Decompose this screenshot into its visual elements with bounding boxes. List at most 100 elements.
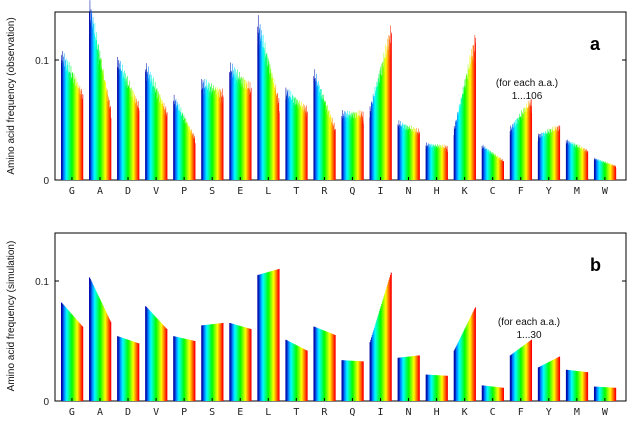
bar-I-1 bbox=[369, 342, 371, 401]
bar-R-106 bbox=[335, 128, 336, 180]
bar-M-28 bbox=[585, 372, 587, 401]
bar-Q-6 bbox=[345, 360, 347, 401]
bar-D-7 bbox=[121, 337, 123, 401]
bar-R-29 bbox=[333, 334, 335, 401]
bar-T-22 bbox=[300, 347, 302, 401]
bar-K-25 bbox=[471, 314, 473, 401]
x-tick-label-G: G bbox=[69, 186, 75, 197]
bar-H-2 bbox=[426, 374, 428, 401]
bar-C-11 bbox=[489, 386, 491, 401]
bar-N-19 bbox=[410, 356, 412, 401]
x-tick-label-T: T bbox=[293, 186, 299, 197]
bar-F-14 bbox=[519, 348, 521, 401]
bar-H-13 bbox=[434, 375, 436, 401]
bar-H-18 bbox=[438, 375, 440, 401]
bar-F-12 bbox=[517, 349, 519, 401]
bar-M-17 bbox=[577, 371, 579, 401]
bar-L-14 bbox=[266, 272, 268, 401]
bar-Y-17 bbox=[549, 361, 551, 401]
bar-R-9 bbox=[319, 328, 321, 401]
bar-L-19 bbox=[270, 271, 272, 401]
bar-Q-20 bbox=[355, 360, 357, 401]
bar-G-3 bbox=[62, 304, 64, 401]
bar-G-22 bbox=[76, 319, 78, 401]
bar-W-11 bbox=[601, 387, 603, 401]
bar-M-5 bbox=[568, 370, 570, 401]
bar-N-6 bbox=[401, 357, 403, 401]
bar-M-21 bbox=[580, 371, 582, 401]
bar-E-106 bbox=[250, 87, 252, 180]
x-tick-label-L: L bbox=[265, 407, 271, 418]
bar-S-1 bbox=[201, 325, 203, 401]
bar-G-17 bbox=[72, 315, 74, 401]
x-tick-label-N: N bbox=[406, 186, 412, 197]
bar-P-7 bbox=[177, 337, 179, 401]
bar-G-6 bbox=[64, 306, 66, 401]
x-tick-label-A: A bbox=[97, 407, 103, 418]
bar-N-25 bbox=[415, 355, 417, 401]
bar-N-10 bbox=[404, 357, 406, 401]
bar-D-22 bbox=[132, 341, 134, 401]
bar-Q-3 bbox=[342, 360, 345, 401]
bar-Y-15 bbox=[548, 362, 550, 401]
bar-Y-3 bbox=[539, 366, 541, 401]
panel-a-frame bbox=[54, 11, 627, 181]
bar-A-3 bbox=[90, 280, 92, 401]
bar-M-26 bbox=[584, 371, 586, 401]
bar-E-12 bbox=[237, 325, 239, 401]
bar-W-5 bbox=[596, 386, 598, 401]
bar-N-21 bbox=[412, 356, 414, 401]
bar-T-10 bbox=[291, 343, 294, 401]
bar-Q-15 bbox=[351, 360, 353, 401]
bar-E-4 bbox=[231, 323, 233, 401]
bar-H-20 bbox=[439, 375, 441, 401]
bar-P-10 bbox=[179, 337, 181, 401]
bar-E-16 bbox=[240, 326, 242, 401]
bar-P-8 bbox=[178, 337, 180, 401]
bar-L-27 bbox=[276, 269, 278, 401]
panel-a-annotation-line2: 1...106 bbox=[512, 91, 543, 102]
bar-Q-7 bbox=[345, 360, 347, 401]
bar-E-21 bbox=[243, 327, 245, 401]
bar-C-22 bbox=[497, 387, 499, 401]
bar-K-28 bbox=[473, 310, 475, 401]
bar-A-29 bbox=[109, 320, 111, 401]
bar-D-30 bbox=[138, 343, 140, 401]
bar-V-6 bbox=[148, 310, 150, 401]
bar-E-29 bbox=[249, 328, 251, 401]
bar-W-30 bbox=[615, 387, 617, 401]
bar-I-14 bbox=[379, 311, 381, 401]
bar-D-28 bbox=[136, 342, 138, 401]
bar-R-7 bbox=[317, 328, 319, 401]
bar-C-16 bbox=[492, 386, 494, 401]
bar-D-10 bbox=[123, 338, 125, 401]
bar-V-3 bbox=[146, 307, 148, 401]
bar-A-20 bbox=[102, 306, 104, 401]
bar-M-12 bbox=[573, 370, 575, 401]
bar-C-5 bbox=[484, 385, 486, 401]
bar-M-4 bbox=[568, 370, 570, 401]
bar-W-25 bbox=[611, 387, 613, 401]
bar-V-18 bbox=[157, 319, 159, 401]
bar-A-12 bbox=[97, 294, 99, 401]
bar-Q-12 bbox=[349, 360, 351, 401]
x-tick-label-H: H bbox=[434, 407, 440, 418]
bar-A-4 bbox=[91, 281, 93, 401]
bar-F-2 bbox=[510, 354, 512, 401]
bar-R-6 bbox=[317, 328, 319, 401]
bar-W-19 bbox=[607, 387, 609, 401]
bar-P-29 bbox=[193, 340, 195, 401]
bar-F-21 bbox=[524, 344, 526, 401]
bar-V-12 bbox=[153, 314, 155, 401]
bar-F-20 bbox=[523, 345, 525, 401]
bar-R-13 bbox=[322, 330, 324, 401]
bar-Q-28 bbox=[361, 361, 363, 401]
bar-Q-27 bbox=[360, 361, 362, 401]
bar-K-21 bbox=[468, 320, 470, 401]
bar-S-8 bbox=[206, 324, 208, 401]
bar-A-11 bbox=[96, 292, 98, 401]
bar-K-16 bbox=[464, 328, 466, 401]
bar-W-13 bbox=[602, 387, 604, 401]
bar-A-14 bbox=[98, 297, 100, 401]
bar-K-7 bbox=[458, 341, 460, 401]
